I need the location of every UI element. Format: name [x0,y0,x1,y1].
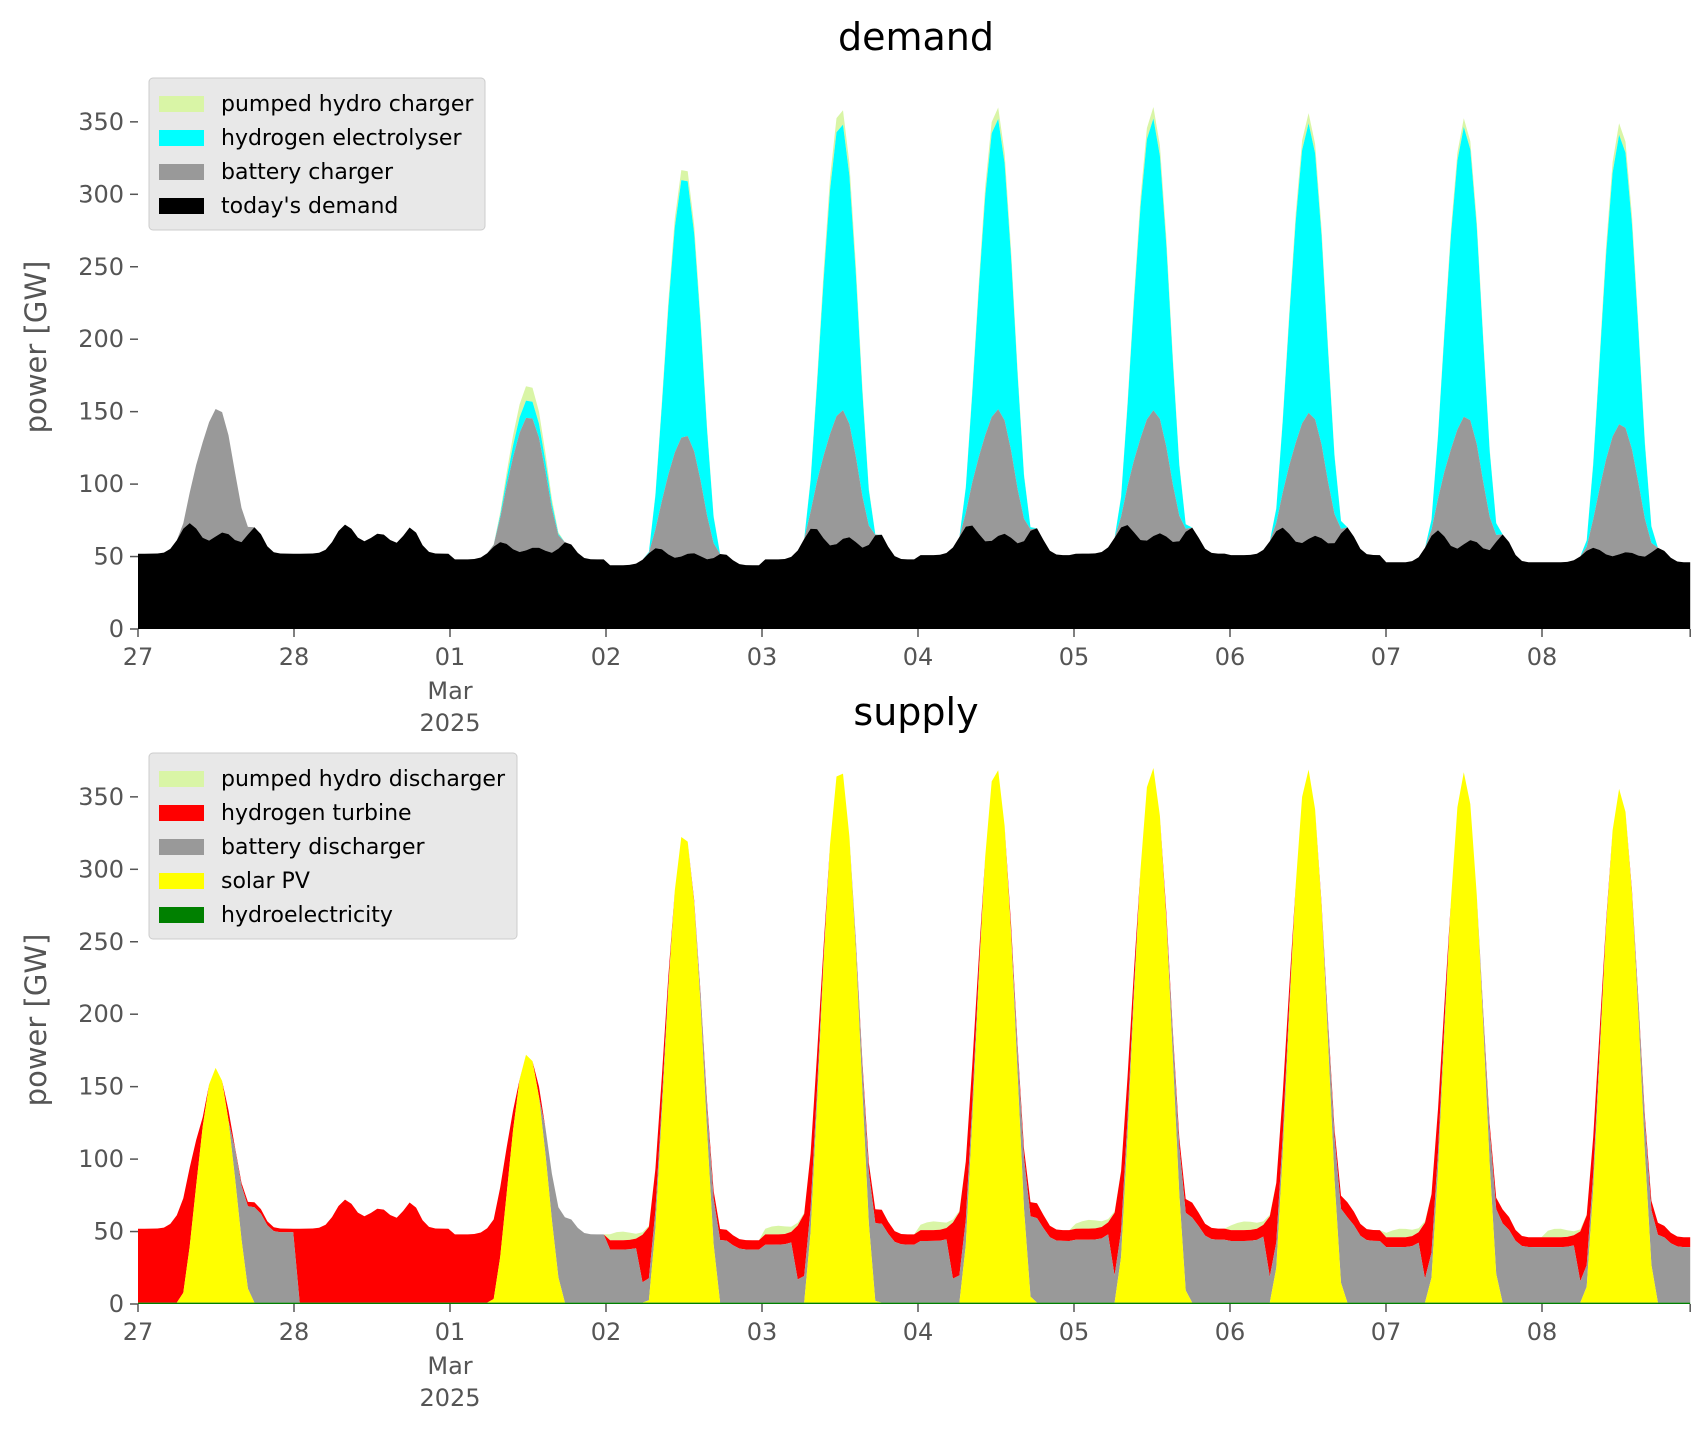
supply-legend-swatch [159,805,204,821]
demand-ytick-label: 250 [78,253,124,281]
supply-chart: supply power [GW] 0501001502002503003502… [19,690,1691,1412]
demand-ytick-label: 50 [93,543,124,571]
demand-legend-swatch [159,96,204,112]
battery-discharger-area [138,768,1691,1303]
battery-charger-area [138,409,1691,566]
demand-xtick-label: 28 [279,643,310,671]
supply-ytick-label: 150 [78,1073,124,1101]
supply-legend-swatch [159,907,204,923]
demand-xtick-label: 27 [123,643,154,671]
supply-xtick-label: 03 [747,1318,778,1346]
supply-xtick-label: 02 [591,1318,622,1346]
supply-legend-label: hydrogen turbine [221,801,412,826]
demand-legend-swatch [159,164,204,180]
supply-ytick-label: 200 [78,1000,124,1028]
supply-ytick-label: 100 [78,1145,124,1173]
demand-ytick-label: 0 [109,615,124,643]
demand-xtick-label: 05 [1059,643,1090,671]
supply-xtick-label: 27 [123,1318,154,1346]
supply-y-axis-label: power [GW] [19,934,53,1107]
demand-xtick-label: 03 [747,643,778,671]
demand-xtick-label: 06 [1215,643,1246,671]
demand-ytick-label: 100 [78,470,124,498]
supply-ytick-label: 0 [109,1290,124,1318]
demand-xtick-label: 02 [591,643,622,671]
supply-legend-label: solar PV [221,869,310,894]
demand-ytick-label: 300 [78,180,124,208]
supply-ytick-label: 250 [78,928,124,956]
demand-xtick-label: 08 [1527,643,1558,671]
supply-legend-label: pumped hydro discharger [221,767,506,792]
demand-legend: pumped hydro charger hydrogen electrolyse… [148,77,486,231]
demand-title: demand [838,15,994,59]
demand-legend-label: today's demand [221,194,398,219]
supply-legend-box [148,752,518,940]
supply-xtick-label: 06 [1215,1318,1246,1346]
supply-title: supply [853,690,978,734]
demand-xtick-label: 01 [435,643,466,671]
demand-legend-label: battery charger [221,160,394,185]
supply-legend-label: battery discharger [221,835,426,860]
demand-legend-swatch [159,130,204,146]
supply-xtick-label: 04 [903,1318,934,1346]
supply-legend: pumped hydro discharger hydrogen turbine b… [148,752,518,940]
supply-legend-swatch [159,839,204,855]
demand-xtick-label: 04 [903,643,934,671]
demand-legend-label: pumped hydro charger [221,92,474,117]
supply-xtick-label: 28 [279,1318,310,1346]
demand-ytick-label: 150 [78,398,124,426]
supply-legend-swatch [159,873,204,889]
demand-ytick-label: 200 [78,325,124,353]
demand-xtick-sublabel: Mar [427,677,472,705]
supply-xtick-label: 08 [1527,1318,1558,1346]
supply-ytick-label: 350 [78,783,124,811]
demand-chart: demand power [GW] 0501001502002503003502… [19,15,1691,737]
demand-legend-label: hydrogen electrolyser [221,126,462,151]
supply-xtick-sublabel: 2025 [419,1384,480,1412]
hydroelectricity-area [138,1302,1691,1304]
demand-y-axis-label: power [GW] [19,261,53,434]
supply-xtick-label: 05 [1059,1318,1090,1346]
supply-ytick-label: 300 [78,855,124,883]
supply-legend-swatch [159,771,204,787]
solar-pv-area [138,768,1691,1303]
supply-legend-label: hydroelectricity [221,903,393,928]
supply-xtick-label: 01 [435,1318,466,1346]
supply-xtick-label: 07 [1371,1318,1402,1346]
supply-xtick-sublabel: Mar [427,1352,472,1380]
demand-legend-box [148,77,486,231]
demand-areas [138,107,1691,629]
todays-demand-area [138,523,1691,629]
supply-areas [138,768,1691,1304]
demand-legend-swatch [159,198,204,214]
supply-ytick-label: 50 [93,1218,124,1246]
demand-ytick-label: 350 [78,108,124,136]
hydrogen-electrolyser-area [138,118,1691,566]
demand-xtick-sublabel: 2025 [419,709,480,737]
demand-xtick-label: 07 [1371,643,1402,671]
